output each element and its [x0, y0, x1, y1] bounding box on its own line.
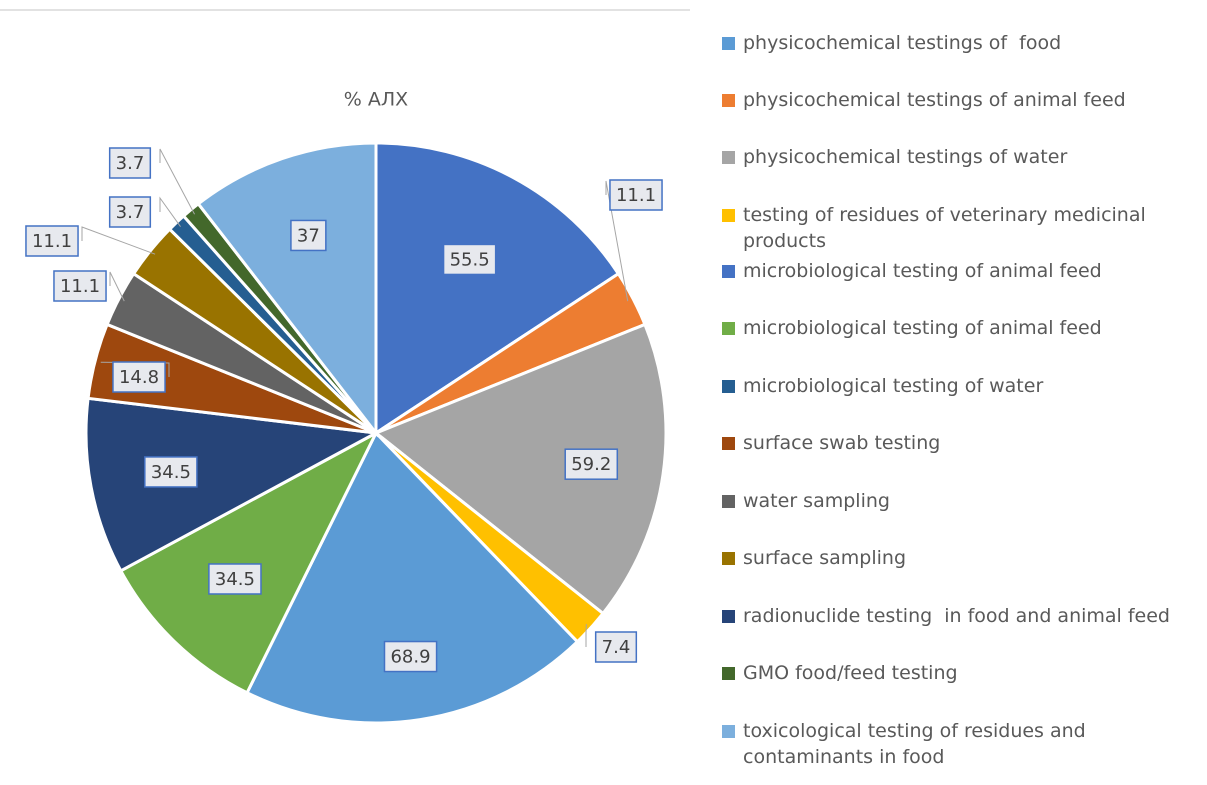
data-label-box: [108, 196, 152, 228]
data-label: 3.7: [116, 153, 145, 174]
chart-title: % АЛХ: [344, 89, 408, 111]
legend-item: water sampling: [722, 488, 1192, 514]
data-label-box: [53, 270, 107, 302]
data-label-box: [144, 456, 198, 488]
leader-line: [159, 196, 181, 227]
legend-item: GMO food/feed testing: [722, 660, 1192, 686]
data-label-box: [383, 640, 438, 673]
legend-swatch: [722, 322, 735, 335]
data-label-box: [609, 179, 663, 211]
legend-item: surface swab testing: [722, 430, 1192, 456]
legend-item: testing of residues of veterinary medici…: [722, 202, 1192, 254]
pie-slice: [196, 141, 378, 438]
legend-swatch: [722, 380, 735, 393]
legend-label: toxicological testing of residues and co…: [743, 720, 1092, 768]
legend-item: physicochemical testings of animal feed: [722, 87, 1192, 113]
pie-slice: [245, 430, 580, 725]
legend-swatch: [722, 265, 735, 278]
data-label-box: [208, 563, 262, 595]
data-label: 34.5: [151, 462, 191, 483]
data-label: 14.8: [119, 367, 159, 388]
data-label: 55.5: [450, 249, 490, 270]
legend-label: physicochemical testings of food: [743, 32, 1062, 54]
legend-label: GMO food/feed testing: [743, 662, 958, 684]
data-label: 11.1: [616, 185, 656, 206]
legend-swatch: [722, 37, 735, 50]
data-label: 59.2: [571, 454, 611, 475]
data-label-box: [108, 147, 152, 179]
legend-swatch: [722, 437, 735, 450]
data-label: 11.1: [32, 231, 72, 252]
legend-item: radionuclide testing in food and animal …: [722, 603, 1192, 629]
data-label-box: [25, 225, 79, 257]
pie-slice: [118, 429, 380, 695]
leader-line: [109, 271, 125, 302]
legend-swatch: [722, 610, 735, 623]
legend-item: physicochemical testings of food: [722, 30, 1192, 56]
legend-swatch: [722, 151, 735, 164]
legend-item: toxicological testing of residues and co…: [722, 718, 1192, 770]
data-label: 34.5: [215, 569, 255, 590]
legend-label: water sampling: [743, 490, 890, 512]
legend-label: microbiological testing of animal feed: [743, 260, 1102, 282]
pie-slice: [84, 396, 381, 573]
pie-slice: [374, 141, 621, 436]
legend-swatch: [722, 495, 735, 508]
legend-item: physicochemical testings of water: [722, 144, 1192, 170]
legend-swatch: [722, 209, 735, 222]
legend-label: microbiological testing of water: [743, 375, 1044, 397]
data-label-box: [290, 219, 327, 252]
legend-label: radionuclide testing in food and animal …: [743, 605, 1170, 627]
data-label: 11.1: [60, 276, 100, 297]
legend-label: testing of residues of veterinary medici…: [743, 204, 1152, 252]
legend-swatch: [722, 552, 735, 565]
legend-item: surface sampling: [722, 545, 1192, 571]
legend-swatch: [722, 94, 735, 107]
legend-item: microbiological testing of animal feed: [722, 258, 1192, 284]
data-label-box: [442, 243, 497, 276]
legend-label: surface sampling: [743, 547, 907, 569]
legend-swatch: [722, 725, 735, 738]
legend-label: physicochemical testings of water: [743, 146, 1068, 168]
leader-line: [605, 180, 629, 302]
legend-item: microbiological testing of animal feed: [722, 315, 1192, 341]
data-label-box: [594, 631, 638, 663]
data-label: 37: [297, 225, 320, 246]
legend-label: surface swab testing: [743, 432, 941, 454]
data-label-box: [564, 448, 619, 480]
data-label: 68.9: [390, 647, 430, 668]
legend-label: microbiological testing of animal feed: [743, 317, 1102, 339]
data-label: 3.7: [116, 202, 145, 223]
pie-slice: [373, 322, 668, 616]
legend-swatch: [722, 667, 735, 680]
data-label-box: [112, 361, 166, 393]
legend-item: microbiological testing of water: [722, 373, 1192, 399]
data-label: 7.4: [602, 637, 631, 658]
legend-label: physicochemical testings of animal feed: [743, 89, 1126, 111]
leader-line: [159, 148, 195, 215]
leader-line: [81, 226, 156, 255]
